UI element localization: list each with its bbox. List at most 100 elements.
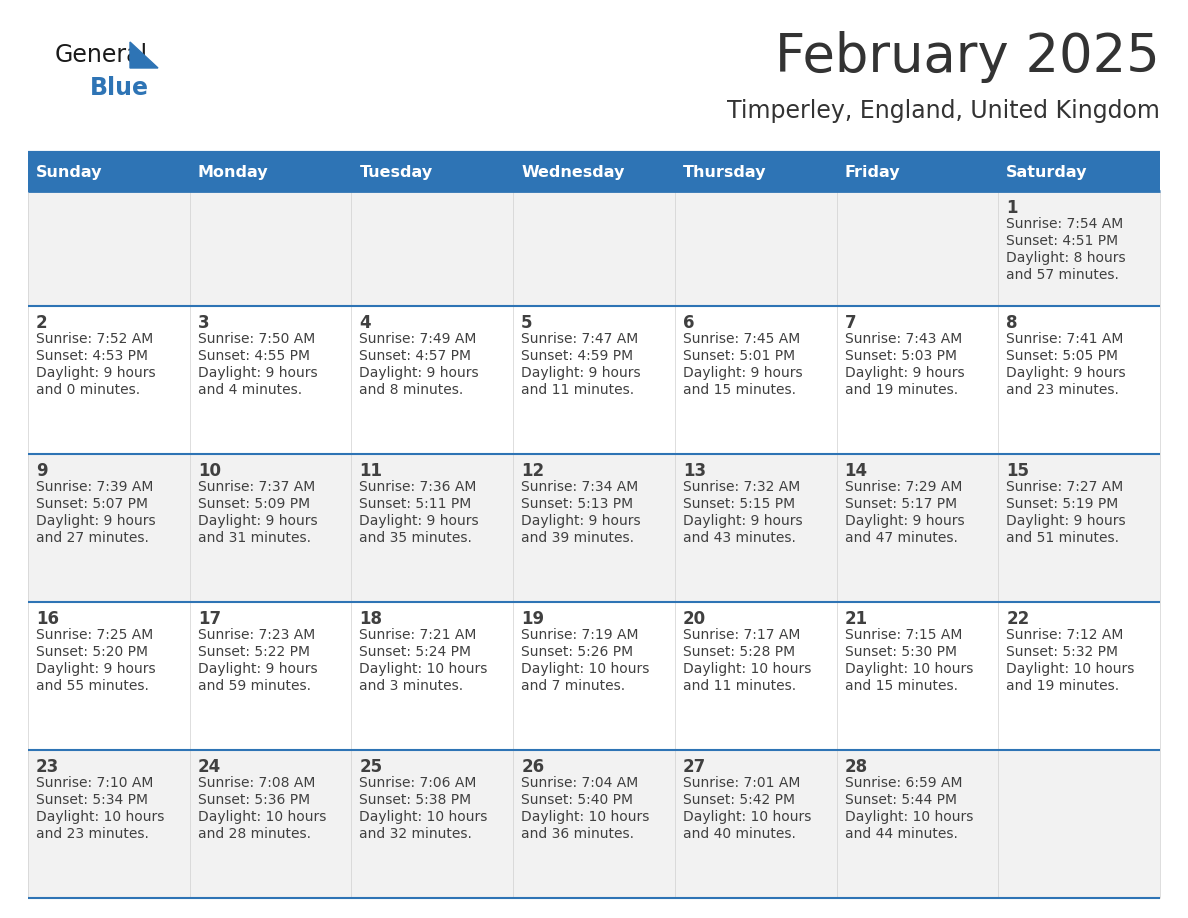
Text: and 0 minutes.: and 0 minutes. — [36, 383, 140, 397]
Text: and 36 minutes.: and 36 minutes. — [522, 827, 634, 841]
Bar — [675, 191, 836, 306]
Text: Daylight: 9 hours: Daylight: 9 hours — [683, 514, 802, 528]
Text: Monday: Monday — [197, 165, 268, 181]
Text: Daylight: 10 hours: Daylight: 10 hours — [845, 662, 973, 676]
Text: Sunrise: 7:37 AM: Sunrise: 7:37 AM — [197, 480, 315, 494]
Bar — [836, 191, 998, 306]
Text: and 19 minutes.: and 19 minutes. — [1006, 679, 1119, 693]
Text: 16: 16 — [36, 610, 59, 628]
Text: and 4 minutes.: and 4 minutes. — [197, 383, 302, 397]
Text: Daylight: 9 hours: Daylight: 9 hours — [36, 514, 156, 528]
Text: Daylight: 9 hours: Daylight: 9 hours — [845, 514, 965, 528]
Text: and 47 minutes.: and 47 minutes. — [845, 531, 958, 545]
Text: Sunrise: 7:52 AM: Sunrise: 7:52 AM — [36, 332, 153, 346]
Bar — [836, 155, 998, 191]
Text: February 2025: February 2025 — [776, 31, 1159, 83]
Bar — [29, 750, 190, 898]
Text: and 8 minutes.: and 8 minutes. — [360, 383, 463, 397]
Text: 20: 20 — [683, 610, 706, 628]
Text: Sunset: 5:30 PM: Sunset: 5:30 PM — [845, 645, 956, 659]
Text: Sunrise: 7:21 AM: Sunrise: 7:21 AM — [360, 628, 476, 642]
Text: Sunday: Sunday — [36, 165, 102, 181]
Text: 19: 19 — [522, 610, 544, 628]
Text: Daylight: 9 hours: Daylight: 9 hours — [1006, 514, 1126, 528]
Text: Sunrise: 7:17 AM: Sunrise: 7:17 AM — [683, 628, 801, 642]
Text: Daylight: 9 hours: Daylight: 9 hours — [36, 662, 156, 676]
Text: 4: 4 — [360, 314, 371, 332]
Text: Thursday: Thursday — [683, 165, 766, 181]
Text: and 51 minutes.: and 51 minutes. — [1006, 531, 1119, 545]
Text: Daylight: 10 hours: Daylight: 10 hours — [1006, 662, 1135, 676]
Text: Daylight: 8 hours: Daylight: 8 hours — [1006, 251, 1126, 265]
Text: 3: 3 — [197, 314, 209, 332]
Text: and 23 minutes.: and 23 minutes. — [1006, 383, 1119, 397]
Text: Sunset: 5:28 PM: Sunset: 5:28 PM — [683, 645, 795, 659]
Text: and 11 minutes.: and 11 minutes. — [522, 383, 634, 397]
Bar — [675, 155, 836, 191]
Text: and 23 minutes.: and 23 minutes. — [36, 827, 148, 841]
Text: Sunrise: 7:41 AM: Sunrise: 7:41 AM — [1006, 332, 1124, 346]
Bar — [675, 602, 836, 750]
Text: Sunrise: 7:08 AM: Sunrise: 7:08 AM — [197, 776, 315, 790]
Text: Tuesday: Tuesday — [360, 165, 432, 181]
Text: 14: 14 — [845, 462, 867, 480]
Text: Sunrise: 6:59 AM: Sunrise: 6:59 AM — [845, 776, 962, 790]
Text: Sunset: 4:51 PM: Sunset: 4:51 PM — [1006, 234, 1118, 248]
Text: Timperley, England, United Kingdom: Timperley, England, United Kingdom — [727, 99, 1159, 123]
Text: Sunset: 5:32 PM: Sunset: 5:32 PM — [1006, 645, 1118, 659]
Bar — [836, 602, 998, 750]
Bar — [836, 454, 998, 602]
Text: 15: 15 — [1006, 462, 1029, 480]
Text: Sunset: 4:57 PM: Sunset: 4:57 PM — [360, 349, 472, 363]
Text: Sunset: 5:05 PM: Sunset: 5:05 PM — [1006, 349, 1118, 363]
Text: 13: 13 — [683, 462, 706, 480]
Text: Friday: Friday — [845, 165, 901, 181]
Text: Daylight: 9 hours: Daylight: 9 hours — [36, 366, 156, 380]
Text: Sunset: 4:53 PM: Sunset: 4:53 PM — [36, 349, 148, 363]
Bar — [675, 454, 836, 602]
Text: and 35 minutes.: and 35 minutes. — [360, 531, 473, 545]
Text: 17: 17 — [197, 610, 221, 628]
Bar — [29, 602, 190, 750]
Text: Daylight: 10 hours: Daylight: 10 hours — [360, 810, 488, 824]
Bar — [352, 602, 513, 750]
Text: Daylight: 9 hours: Daylight: 9 hours — [1006, 366, 1126, 380]
Text: and 3 minutes.: and 3 minutes. — [360, 679, 463, 693]
Text: 24: 24 — [197, 758, 221, 776]
Text: and 31 minutes.: and 31 minutes. — [197, 531, 311, 545]
Text: Daylight: 10 hours: Daylight: 10 hours — [683, 662, 811, 676]
Text: Daylight: 10 hours: Daylight: 10 hours — [197, 810, 326, 824]
Text: Sunset: 5:19 PM: Sunset: 5:19 PM — [1006, 497, 1119, 511]
Text: Daylight: 9 hours: Daylight: 9 hours — [360, 366, 479, 380]
Text: Sunset: 5:09 PM: Sunset: 5:09 PM — [197, 497, 310, 511]
Bar — [998, 750, 1159, 898]
Bar — [190, 454, 352, 602]
Text: Sunrise: 7:34 AM: Sunrise: 7:34 AM — [522, 480, 638, 494]
Text: 11: 11 — [360, 462, 383, 480]
Text: Sunrise: 7:47 AM: Sunrise: 7:47 AM — [522, 332, 638, 346]
Bar — [352, 191, 513, 306]
Text: and 28 minutes.: and 28 minutes. — [197, 827, 311, 841]
Text: and 43 minutes.: and 43 minutes. — [683, 531, 796, 545]
Text: Sunset: 5:36 PM: Sunset: 5:36 PM — [197, 793, 310, 807]
Text: and 32 minutes.: and 32 minutes. — [360, 827, 473, 841]
Bar — [352, 155, 513, 191]
Text: 27: 27 — [683, 758, 706, 776]
Text: Daylight: 10 hours: Daylight: 10 hours — [845, 810, 973, 824]
Text: Sunset: 5:03 PM: Sunset: 5:03 PM — [845, 349, 956, 363]
Bar — [998, 191, 1159, 306]
Bar — [513, 750, 675, 898]
Text: Sunset: 5:07 PM: Sunset: 5:07 PM — [36, 497, 148, 511]
Text: Daylight: 9 hours: Daylight: 9 hours — [845, 366, 965, 380]
Text: Sunrise: 7:25 AM: Sunrise: 7:25 AM — [36, 628, 153, 642]
Bar — [513, 191, 675, 306]
Text: Sunrise: 7:10 AM: Sunrise: 7:10 AM — [36, 776, 153, 790]
Bar — [29, 155, 190, 191]
Text: Sunrise: 7:32 AM: Sunrise: 7:32 AM — [683, 480, 800, 494]
Bar — [352, 454, 513, 602]
Text: and 39 minutes.: and 39 minutes. — [522, 531, 634, 545]
Text: Sunset: 5:26 PM: Sunset: 5:26 PM — [522, 645, 633, 659]
Text: 22: 22 — [1006, 610, 1030, 628]
Text: Sunrise: 7:23 AM: Sunrise: 7:23 AM — [197, 628, 315, 642]
Bar — [998, 602, 1159, 750]
